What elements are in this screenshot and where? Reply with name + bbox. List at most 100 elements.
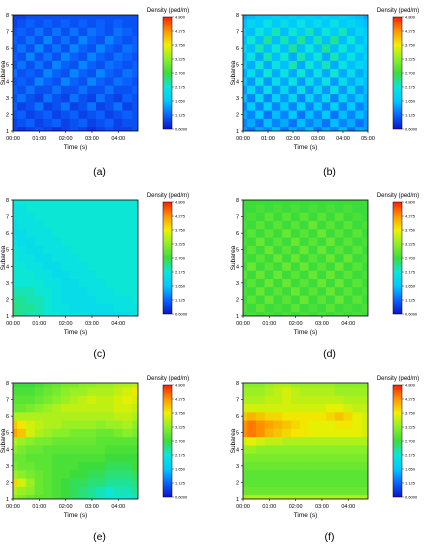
heatmap-cell (87, 228, 97, 238)
heatmap-cell (317, 220, 327, 230)
heatmap-cell (78, 228, 88, 238)
heatmap-cell (308, 486, 318, 496)
x-tick-label: 01:00 (262, 504, 276, 510)
heatmap-cell (362, 436, 368, 446)
heatmap-cell (282, 428, 292, 438)
heatmap-cell (263, 60, 273, 70)
heatmap-cell (263, 101, 273, 111)
heatmap-cell (296, 76, 306, 86)
heatmap-cell (132, 43, 138, 53)
heatmap-cell (263, 27, 273, 37)
heatmap-cell (87, 270, 97, 280)
colorbar-tick-label: 1.650 (175, 467, 186, 472)
x-tick-label: 01:00 (261, 136, 275, 142)
heatmap-cell (317, 486, 327, 496)
heatmap-cell (330, 35, 340, 45)
heatmap-cell (122, 109, 133, 119)
heatmap-cell (104, 444, 115, 454)
heatmap-cell (243, 76, 248, 86)
y-tick-label: 5 (6, 248, 9, 254)
heatmap-cell (13, 453, 18, 463)
y-tick-label: 3 (236, 281, 239, 287)
colorbar-tick-label: 4.800 (175, 15, 186, 20)
heatmap-cell (132, 35, 138, 45)
heatmap-cell (282, 294, 292, 304)
heatmap-cell (330, 18, 340, 28)
heatmap-cell (25, 270, 36, 280)
heatmap-cell (296, 118, 306, 128)
heatmap-cell (17, 286, 27, 296)
heatmap-cell (247, 286, 257, 296)
heatmap-cell (132, 220, 138, 230)
heatmap-cell (317, 383, 327, 388)
heatmap-cell (34, 220, 45, 230)
heatmap-cell (104, 228, 115, 238)
heatmap-cell (60, 93, 71, 103)
heatmap-cell (299, 469, 310, 479)
heatmap-cell (87, 383, 97, 388)
heatmap-cell (52, 15, 62, 20)
heatmap-cell (34, 278, 45, 288)
heatmap-cell (280, 43, 290, 53)
heatmap-cell (271, 126, 281, 131)
heatmap-cell (255, 109, 265, 119)
y-tick-label: 5 (6, 63, 9, 69)
heatmap-cell (17, 126, 27, 131)
heatmap-cell (113, 419, 123, 429)
heatmap-cell (243, 419, 248, 429)
heatmap-cell (264, 453, 275, 463)
heatmap-cell (343, 236, 353, 246)
heatmap-cell (104, 35, 115, 45)
heatmap-cell (34, 109, 45, 119)
heatmap-cell (25, 203, 36, 213)
heatmap-cell (60, 436, 71, 446)
heatmap-cell (326, 453, 336, 463)
x-tick-label: 04:00 (341, 504, 355, 510)
heatmap-cell (17, 109, 27, 119)
heatmap-cell (326, 436, 336, 446)
heatmap-cell (43, 411, 53, 421)
heatmap-cell (87, 35, 97, 45)
heatmap-cell (352, 253, 363, 263)
heatmap-cell (25, 494, 36, 499)
heatmap-cell (338, 93, 348, 103)
heatmap-cell (13, 245, 18, 255)
heatmap-cell (132, 85, 138, 95)
heatmap-cell (113, 101, 123, 111)
heatmap-cell (326, 261, 336, 271)
heatmap-cell (132, 278, 138, 288)
heatmap-cell (246, 109, 256, 119)
heatmap-cell (132, 200, 138, 205)
heatmap-cell (299, 286, 310, 296)
heatmap-cell (263, 85, 273, 95)
heatmap-cell (52, 245, 62, 255)
heatmap-cell (104, 477, 115, 487)
heatmap-cell (13, 477, 18, 487)
heatmap-cell (52, 386, 62, 396)
heatmap-cell (321, 126, 331, 131)
x-axis-label: Time (s) (294, 144, 318, 151)
heatmap-cell (317, 461, 327, 471)
heatmap-cell (317, 253, 327, 263)
heatmap-cell (355, 35, 365, 45)
heatmap-cell (343, 494, 353, 499)
heatmap-cell (87, 477, 97, 487)
heatmap-cell (104, 109, 115, 119)
heatmap-cell (87, 60, 97, 70)
heatmap-cell (78, 419, 88, 429)
x-tick-label: 03:00 (85, 136, 99, 142)
heatmap-cell (78, 411, 88, 421)
heatmap-cell (69, 403, 80, 413)
heatmap-cell (362, 494, 368, 499)
x-tick-label: 00:00 (236, 504, 250, 510)
heatmap-cell (69, 311, 80, 316)
heatmap-cell (282, 270, 292, 280)
heatmap-cells (13, 15, 138, 131)
heatmap-cell (87, 453, 97, 463)
heatmap-cell (25, 303, 36, 313)
heatmap-cell (255, 469, 266, 479)
heatmap-cell (246, 60, 256, 70)
heatmap-cell (132, 419, 138, 429)
heatmap-cell (346, 109, 356, 119)
